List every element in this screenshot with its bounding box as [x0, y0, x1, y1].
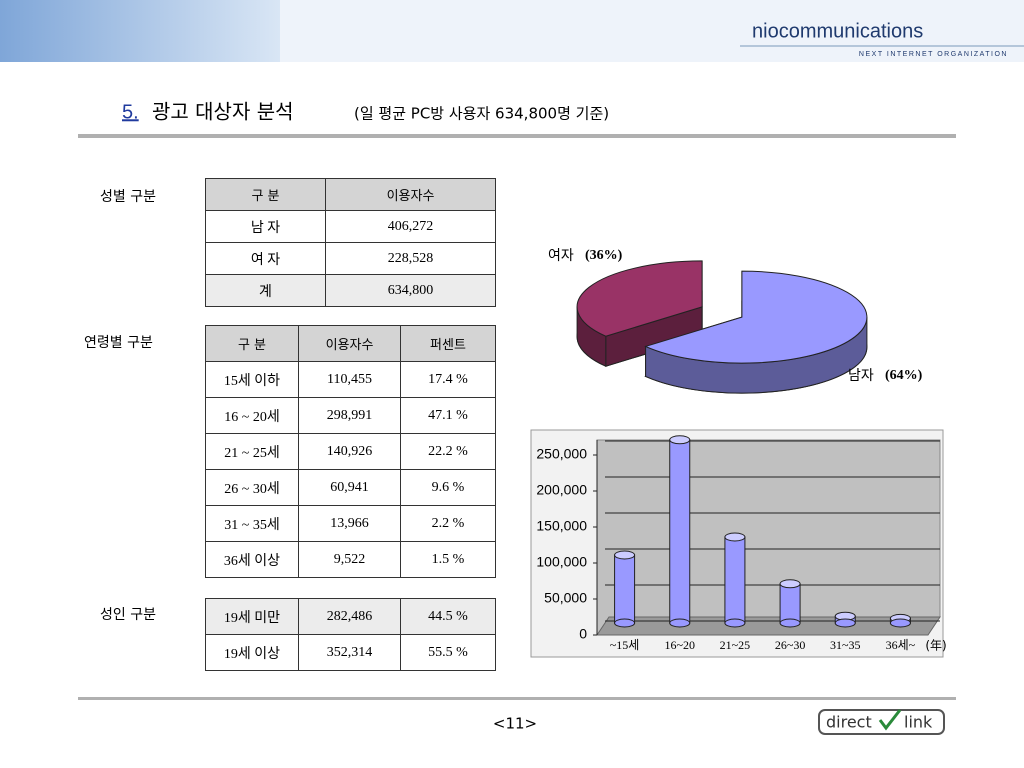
- pie-slice: [576, 260, 703, 337]
- header-image: [0, 0, 280, 62]
- bar-base: [834, 618, 856, 628]
- table-cell: 1.5 %: [400, 541, 496, 578]
- table-cell: 2.2 %: [400, 505, 496, 542]
- table-cell: 13,966: [298, 505, 401, 542]
- y-tick-label: 50,000: [544, 590, 587, 606]
- table-cell: 282,486: [298, 598, 401, 635]
- x-unit: (年): [925, 639, 946, 653]
- bar-cap: [614, 550, 636, 560]
- table-cell: 55.5 %: [400, 634, 496, 671]
- y-tick-label: 100,000: [536, 554, 587, 570]
- bar: [724, 536, 746, 624]
- bar: [669, 439, 691, 624]
- table-cell: 110,455: [298, 361, 401, 398]
- title: 광고 대상자 분석: [152, 100, 294, 124]
- bar-cap: [669, 435, 691, 445]
- table-cell: 이용자수: [298, 325, 401, 362]
- x-tick-label: 26~30: [775, 638, 806, 652]
- title-rule: [78, 134, 956, 138]
- logo: niocommunications: [752, 20, 923, 42]
- subtitle: (일 평균 PC방 사용자 634,800명 기준): [354, 105, 609, 123]
- bar-base: [724, 618, 746, 628]
- pie-value-label: (36%): [585, 248, 623, 263]
- y-tick-label: 0: [579, 626, 587, 642]
- plot-floor: [596, 616, 941, 636]
- x-tick-label: ~15세: [610, 638, 640, 652]
- table-cell: 남 자: [205, 210, 326, 243]
- table-cell: 298,991: [298, 397, 401, 434]
- x-tick-label: 16~20: [665, 638, 696, 652]
- bar-base: [889, 618, 911, 628]
- table-cell: 여 자: [205, 242, 326, 275]
- x-tick-label: 31~35: [830, 638, 861, 652]
- table-cell: 31 ~ 35세: [205, 505, 299, 542]
- table-cell: 36세 이상: [205, 541, 299, 578]
- table-cell: 이용자수: [325, 178, 496, 211]
- table-cell: 16 ~ 20세: [205, 397, 299, 434]
- tagline: NEXT INTERNET ORGANIZATION: [859, 51, 1008, 58]
- table-cell: 352,314: [298, 634, 401, 671]
- bar-cap: [724, 532, 746, 542]
- y-tick-label: 200,000: [536, 482, 587, 498]
- table-cell: 9.6 %: [400, 469, 496, 506]
- section-label: 성별 구분: [100, 189, 156, 205]
- pie-label: 남자: [848, 368, 874, 384]
- table-cell: 퍼센트: [400, 325, 496, 362]
- table-cell: 228,528: [325, 242, 496, 275]
- table-cell: 19세 이상: [205, 634, 299, 671]
- table-cell: 140,926: [298, 433, 401, 470]
- table-cell: 19세 미만: [205, 598, 299, 635]
- footer-logo-text: link: [904, 713, 933, 732]
- pie-value-label: (64%): [885, 368, 923, 383]
- table-cell: 60,941: [298, 469, 401, 506]
- footer-logo-text: direct: [826, 713, 872, 732]
- footer-rule: [78, 697, 956, 700]
- table-cell: 634,800: [325, 274, 496, 307]
- table-cell: 계: [205, 274, 326, 307]
- pie-slice: [644, 270, 868, 364]
- bar-base: [669, 618, 691, 628]
- table-cell: 구 분: [205, 325, 299, 362]
- table-cell: 22.2 %: [400, 433, 496, 470]
- table-cell: 17.4 %: [400, 361, 496, 398]
- table-cell: 15세 이하: [205, 361, 299, 398]
- plot-wall: [596, 439, 941, 635]
- table-cell: 구 분: [205, 178, 326, 211]
- page-number: <11>: [493, 715, 537, 733]
- section-label: 연령별 구분: [84, 335, 153, 351]
- bar-base: [779, 618, 801, 628]
- bar: [614, 554, 636, 624]
- y-tick-label: 150,000: [536, 518, 587, 534]
- section-label: 성인 구분: [100, 607, 156, 623]
- x-tick-label: 36세~: [886, 638, 916, 652]
- bar-base: [614, 618, 636, 628]
- table-cell: 21 ~ 25세: [205, 433, 299, 470]
- title-number: 5.: [122, 101, 139, 123]
- bar: [779, 583, 801, 624]
- bar-cap: [779, 579, 801, 589]
- table-cell: 26 ~ 30세: [205, 469, 299, 506]
- table-cell: 47.1 %: [400, 397, 496, 434]
- table-cell: 9,522: [298, 541, 401, 578]
- table-cell: 44.5 %: [400, 598, 496, 635]
- y-tick-label: 250,000: [536, 446, 587, 462]
- pie-label: 여자: [548, 248, 574, 264]
- table-cell: 406,272: [325, 210, 496, 243]
- footer-check: [878, 709, 902, 731]
- x-tick-label: 21~25: [720, 638, 751, 652]
